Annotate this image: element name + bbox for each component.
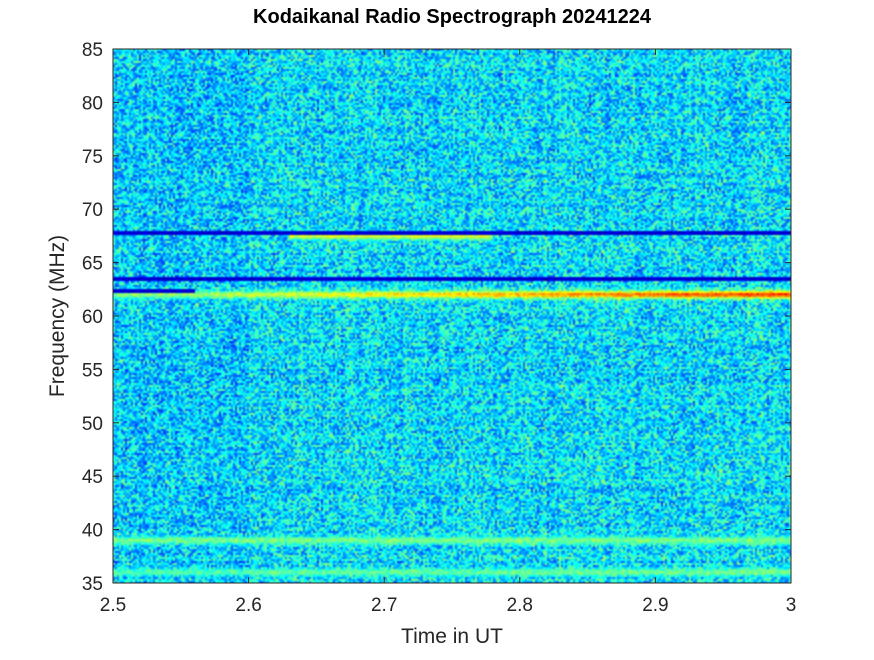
plot-area — [112, 48, 792, 584]
x-tick-label: 3 — [786, 595, 797, 616]
y-tick-label: 50 — [82, 414, 103, 435]
chart-title: Kodaikanal Radio Spectrograph 20241224 — [253, 6, 652, 28]
y-tick-label: 35 — [82, 574, 103, 595]
y-tick-label: 70 — [82, 200, 103, 221]
y-tick-label: 40 — [82, 521, 103, 542]
x-axis: 2.5 2.6 2.7 2.8 2.9 3 — [100, 49, 797, 616]
x-axis-label: Time in UT — [401, 625, 503, 648]
y-tick-label: 75 — [82, 147, 103, 168]
y-tick-label: 80 — [82, 93, 103, 114]
y-tick-label: 65 — [82, 254, 103, 275]
x-tick-label: 2.7 — [371, 595, 397, 616]
y-tick-label: 55 — [82, 360, 103, 381]
y-axis: 35 40 45 50 55 60 65 70 75 80 85 — [82, 40, 791, 595]
x-tick-label: 2.5 — [100, 595, 126, 616]
y-axis-label: Frequency (MHz) — [46, 235, 69, 397]
x-tick-label: 2.8 — [507, 595, 533, 616]
x-tick-label: 2.9 — [642, 595, 668, 616]
spectrogram-heatmap — [113, 49, 791, 583]
x-tick-label: 2.6 — [235, 595, 261, 616]
y-tick-label: 45 — [82, 467, 103, 488]
y-tick-label: 85 — [82, 40, 103, 61]
y-tick-label: 60 — [82, 307, 103, 328]
